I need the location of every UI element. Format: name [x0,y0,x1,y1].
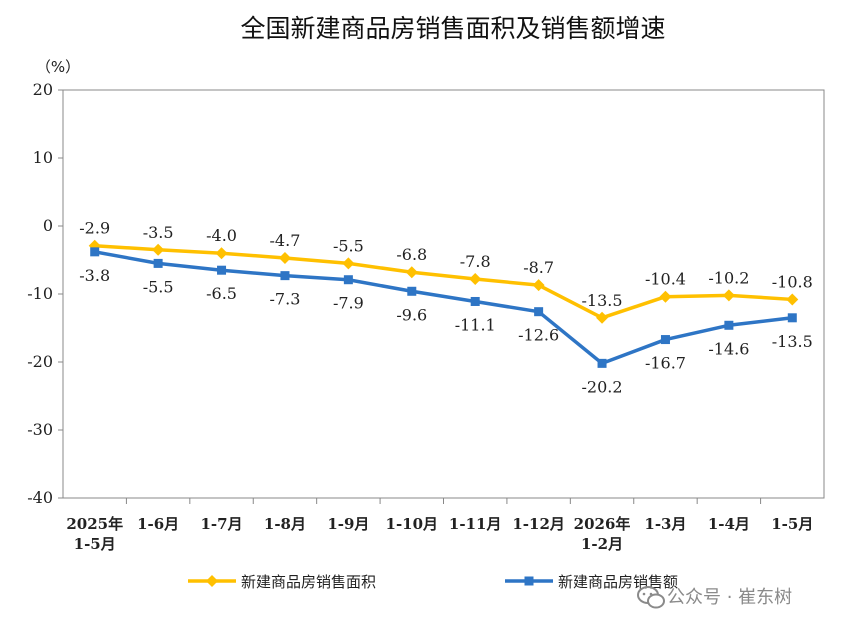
x-axis: 2025年 1-5月 1-6月 1-7月 1-8月 1-9月 1-10月 1-11月 1-12月… [66,498,813,553]
x-tick-label: 2025年 1-5月 [66,515,123,553]
area-point [405,266,418,279]
amount-point [90,247,100,257]
x-tick-label: 1-5月 [771,515,813,533]
legend: 新建商品房销售面积 新建商品房销售额 [188,573,678,591]
x-tick-label: 2026年 1-2月 [574,515,631,553]
x-tick-label: 1-6月 [137,515,179,533]
amount-data-label: -9.6 [396,305,427,324]
amount-data-label: -7.9 [333,294,364,313]
x-tick-label: 1-8月 [264,515,306,533]
amount-point [724,320,734,330]
area-data-label: -4.0 [206,226,237,245]
area-point [659,290,672,303]
area-point [722,289,735,302]
data-labels: -2.9 -3.5 -4.0 -4.7 -5.5 -6.8 -7.8 -8.7 -13.5 -10… [79,219,813,397]
legend-label-2: 新建商品房销售额 [558,573,678,591]
area-data-label: -10.2 [708,268,749,287]
watermark: 公众号 · 崔东树 [637,586,792,609]
area-point [532,279,545,292]
amount-data-label: -12.6 [518,326,559,345]
legend-label-1: 新建商品房销售面积 [241,573,376,591]
area-data-label: -10.8 [772,272,813,291]
amount-data-label: -13.5 [772,332,813,351]
x-tick-label: 1-4月 [708,515,750,533]
area-data-label: -6.8 [396,245,427,264]
series-line-1 [94,243,793,320]
amount-data-label: -6.5 [206,284,237,303]
area-point [278,251,291,264]
plot-area [62,89,825,499]
y-tick-label: 10 [33,148,53,167]
amount-point [343,275,353,285]
area-point [342,257,355,270]
area-data-label: -10.4 [645,270,686,289]
x-tick-label: 1-10月 [386,515,439,533]
area-data-label: -4.7 [270,231,301,250]
area-data-label: -3.5 [143,223,174,242]
amount-point [280,271,290,281]
area-data-label: -7.8 [460,252,491,271]
legend-marker-1 [206,575,218,587]
series-line-2 [94,250,793,366]
y-unit-label: （%） [36,58,80,76]
amount-point [217,265,227,275]
x-tick-label: 1-9月 [327,515,369,533]
amount-data-label: -5.5 [143,277,174,296]
amount-point [787,313,797,323]
y-tick-label: 0 [43,216,53,235]
y-tick-label: -10 [27,284,53,303]
x-tick-label: 1-11月 [449,515,502,533]
amount-point [660,335,670,345]
amount-point [470,296,480,306]
y-tick-label: 20 [33,80,53,99]
amount-point [597,358,607,368]
area-data-label: -8.7 [523,258,554,277]
area-point [786,293,799,306]
area-data-label: -13.5 [582,291,623,310]
area-point [469,273,482,286]
amount-point [534,307,544,317]
y-axis: 20 10 0 -10 -20 -30 -40 [27,80,63,507]
area-point [596,311,609,324]
amount-data-label: -20.2 [582,377,623,396]
x-tick-label: 1-12月 [512,515,565,533]
series-layer [88,239,799,368]
area-point [215,247,228,260]
amount-point [407,286,417,296]
amount-data-label: -16.7 [645,354,686,373]
chart-title: 全国新建商品房销售面积及销售额增速 [240,14,665,43]
area-data-label: -5.5 [333,236,364,255]
x-tick-label: 1-7月 [200,515,242,533]
amount-data-label: -3.8 [79,266,110,285]
area-point [152,243,165,256]
amount-data-label: -7.3 [270,290,301,309]
amount-data-label: -11.1 [455,315,496,334]
area-data-label: -2.9 [79,219,110,238]
wechat-icon [637,586,665,609]
legend-marker-2 [524,576,534,586]
amount-data-label: -14.6 [708,339,749,358]
y-tick-label: -40 [27,488,53,507]
amount-point [153,258,163,268]
x-tick-label: 1-3月 [644,515,686,533]
watermark-text: 公众号 · 崔东树 [667,587,792,608]
y-tick-label: -20 [27,352,53,371]
y-tick-label: -30 [27,420,53,439]
